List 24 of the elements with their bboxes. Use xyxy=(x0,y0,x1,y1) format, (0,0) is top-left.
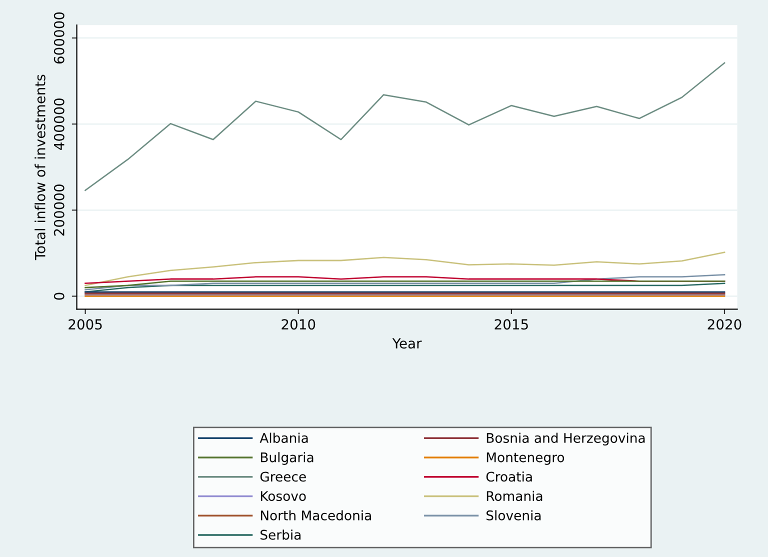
y-tick-label: 600000 xyxy=(54,12,64,64)
line-series xyxy=(84,252,726,286)
legend-label: Serbia xyxy=(260,530,301,540)
x-tick-label: 2020 xyxy=(708,319,742,330)
legend-label: Greece xyxy=(260,472,306,482)
legend-label: North Macedonia xyxy=(260,510,371,520)
y-axis-title: Total inflow of investments xyxy=(34,74,46,260)
legend-label: Albania xyxy=(260,432,308,443)
y-tick-label: 200000 xyxy=(54,184,64,236)
legend-label: Bosnia and Herzegovina xyxy=(486,432,645,446)
legend-label: Kosovo xyxy=(260,491,306,502)
line-series xyxy=(84,62,726,192)
x-tick-label: 2005 xyxy=(68,319,102,330)
x-axis-title: Year xyxy=(392,338,422,349)
legend-label: Romania xyxy=(486,490,542,502)
x-tick-label: 2010 xyxy=(282,319,316,330)
legend-label: Croatia xyxy=(486,471,532,482)
legend-label: Slovenia xyxy=(486,510,541,520)
y-tick-label: 0 xyxy=(54,292,64,300)
line-series xyxy=(84,274,726,290)
legend-label: Bulgaria xyxy=(260,452,314,465)
x-tick-label: 2015 xyxy=(494,319,528,330)
y-tick-label: 400000 xyxy=(54,98,64,150)
legend-label: Montenegro xyxy=(486,452,564,465)
